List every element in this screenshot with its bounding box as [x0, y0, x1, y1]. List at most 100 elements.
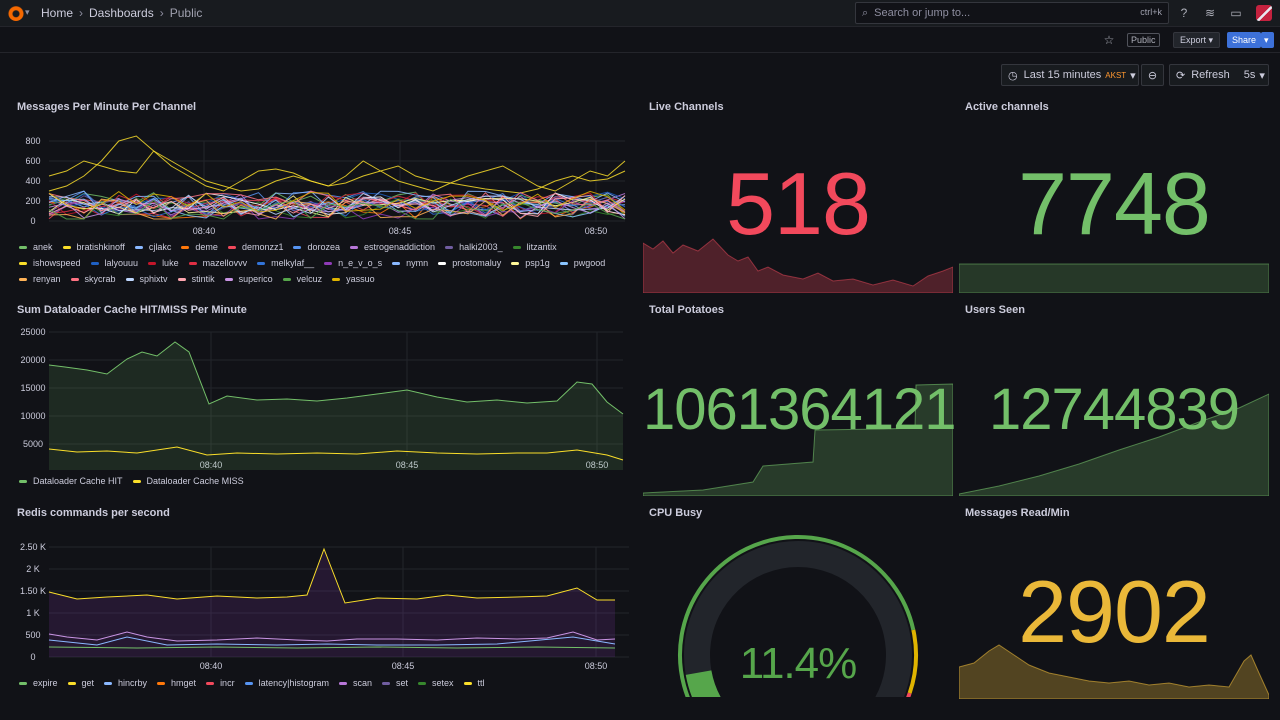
series-line [48, 198, 626, 220]
legend-item[interactable]: deme [181, 241, 218, 253]
legend-item[interactable]: n_e_v_o_s [324, 257, 382, 269]
legend-item[interactable]: luke [148, 257, 179, 269]
legend-label: pwgood [573, 258, 606, 268]
panel-title[interactable]: Users Seen [965, 304, 1025, 316]
export-button[interactable]: Export ▾ [1173, 32, 1221, 48]
chevron-down-icon[interactable]: ▾ [25, 7, 30, 17]
legend-item[interactable]: lalyouuu [90, 257, 138, 269]
panel-title[interactable]: CPU Busy [649, 507, 703, 519]
cache-hit-line [48, 341, 624, 415]
legend-swatch [177, 277, 186, 281]
legend-item[interactable]: set [381, 677, 408, 689]
legend-item[interactable]: setex [417, 677, 454, 689]
legend-item[interactable]: cjlakc [134, 241, 171, 253]
legend-item[interactable]: psp1g [511, 257, 550, 269]
breadcrumb-dashboards[interactable]: Dashboards [89, 6, 154, 20]
legend-item[interactable]: dorozea [293, 241, 340, 253]
news-rss-icon[interactable]: ≋ [1204, 6, 1216, 20]
chart-legend: anek bratishkinoff cjlakc deme demonzz1 doroz… [19, 241, 619, 285]
legend-item[interactable]: hmget [157, 677, 196, 689]
panel-title[interactable]: Redis commands per second [17, 507, 170, 519]
legend-item[interactable]: yassuo [332, 273, 375, 285]
legend-item[interactable]: renyan [19, 273, 61, 285]
legend-item[interactable]: get [67, 677, 94, 689]
refresh-button[interactable]: ⟳ Refresh 5s ▾ [1169, 64, 1269, 86]
cache-timeseries-chart[interactable]: 25000 20000 15000 10000 5000 08:40 08:45 08:50 [17, 322, 629, 470]
public-badge: Public [1127, 33, 1160, 47]
legend-swatch [350, 245, 358, 249]
legend-item[interactable]: expire [19, 677, 58, 689]
search-shortcut: ctrl+k [1140, 7, 1162, 17]
legend-item[interactable]: stintik [177, 273, 215, 285]
legend-swatch [293, 245, 302, 249]
panel-title[interactable]: Messages Read/Min [965, 507, 1070, 519]
x-tick-label: 08:40 [200, 460, 223, 470]
time-range-picker[interactable]: ◷ Last 15 minutes AKST ▾ [1001, 64, 1139, 86]
avatar[interactable] [1256, 5, 1272, 21]
series-line [48, 198, 626, 220]
legend-swatch [206, 681, 215, 685]
legend-item[interactable]: scan [338, 677, 372, 689]
legend-item[interactable]: incr [206, 677, 235, 689]
redis-set-line [48, 631, 616, 642]
series-line [48, 150, 626, 194]
kiosk-monitor-icon[interactable]: ▭ [1230, 6, 1242, 20]
legend-item[interactable]: pwgood [559, 257, 606, 269]
legend-label: Dataloader Cache HIT [33, 476, 123, 486]
panel-title[interactable]: Live Channels [649, 101, 724, 113]
legend-swatch [445, 245, 454, 249]
search-placeholder: Search or jump to... [874, 7, 971, 19]
legend-label: deme [195, 242, 218, 252]
legend-item[interactable]: litzantix [512, 241, 557, 253]
legend-swatch [19, 261, 27, 265]
legend-swatch [392, 261, 401, 265]
star-icon[interactable]: ☆ [1103, 33, 1115, 47]
panel-title[interactable]: Active channels [965, 101, 1049, 113]
legend-item[interactable]: superico [224, 273, 273, 285]
legend-item[interactable]: bratishkinoff [62, 241, 125, 253]
stat-value: 7748 [1018, 154, 1211, 253]
breadcrumb-home[interactable]: Home [41, 6, 74, 20]
refresh-interval[interactable]: 5s [1243, 69, 1256, 81]
legend-item[interactable]: estrogenaddiction [350, 241, 435, 253]
breadcrumb-current: Public [169, 6, 203, 20]
legend-item[interactable]: sphixtv [125, 273, 168, 285]
zoom-out-button[interactable]: ⊖ [1141, 64, 1164, 86]
series-line [48, 192, 626, 215]
legend-item[interactable]: skycrab [70, 273, 116, 285]
messages-timeseries-chart[interactable]: 800 600 400 200 0 08:40 08:45 08:50 [17, 131, 629, 241]
legend-swatch [134, 245, 143, 249]
zoom-out-icon: ⊖ [1147, 69, 1158, 82]
legend-item[interactable]: demonzz1 [227, 241, 283, 253]
share-dropdown-chevron-icon[interactable]: ▾ [1261, 32, 1274, 48]
redis-timeseries-chart[interactable]: 2.50 K 2 K 1.50 K 1 K 500 0 08:40 08:45 08:50 [17, 537, 629, 677]
x-tick-label: 08:40 [200, 661, 223, 671]
legend-item[interactable]: velcuz [282, 273, 322, 285]
legend-item[interactable]: mazellovvv [188, 257, 247, 269]
breadcrumb: Home › Dashboards › Public [41, 6, 202, 20]
legend-item[interactable]: halki2003_ [445, 241, 503, 253]
legend-swatch [90, 261, 99, 265]
legend-item[interactable]: Dataloader Cache MISS [132, 475, 244, 487]
legend-item[interactable]: ishowspeed [19, 257, 81, 269]
chevron-down-icon: ▾ [1130, 69, 1136, 82]
y-axis: 25000 20000 15000 10000 5000 [20, 327, 623, 449]
legend-label: halki2003_ [459, 242, 503, 252]
legend-item[interactable]: ttl [463, 677, 485, 689]
legend-item[interactable]: melkylaf__ [257, 257, 314, 269]
panel-title[interactable]: Messages Per Minute Per Channel [17, 101, 197, 113]
panel-title[interactable]: Sum Dataloader Cache HIT/MISS Per Minute [17, 304, 247, 316]
legend-item[interactable]: latency|histogram [244, 677, 329, 689]
search-input[interactable]: ⌕ Search or jump to... ctrl+k [855, 2, 1169, 24]
legend-item[interactable]: Dataloader Cache HIT [19, 475, 123, 487]
legend-swatch [19, 479, 27, 483]
help-icon[interactable]: ? [1180, 6, 1188, 20]
panel-title[interactable]: Total Potatoes [649, 304, 724, 316]
legend-item[interactable]: nymn [392, 257, 428, 269]
grafana-logo-icon[interactable] [8, 5, 24, 21]
stat-value: 518 [726, 154, 871, 253]
share-button[interactable]: Share [1227, 32, 1262, 48]
legend-item[interactable]: anek [19, 241, 53, 253]
legend-item[interactable]: prostomaluy [438, 257, 501, 269]
legend-item[interactable]: hincrby [104, 677, 147, 689]
